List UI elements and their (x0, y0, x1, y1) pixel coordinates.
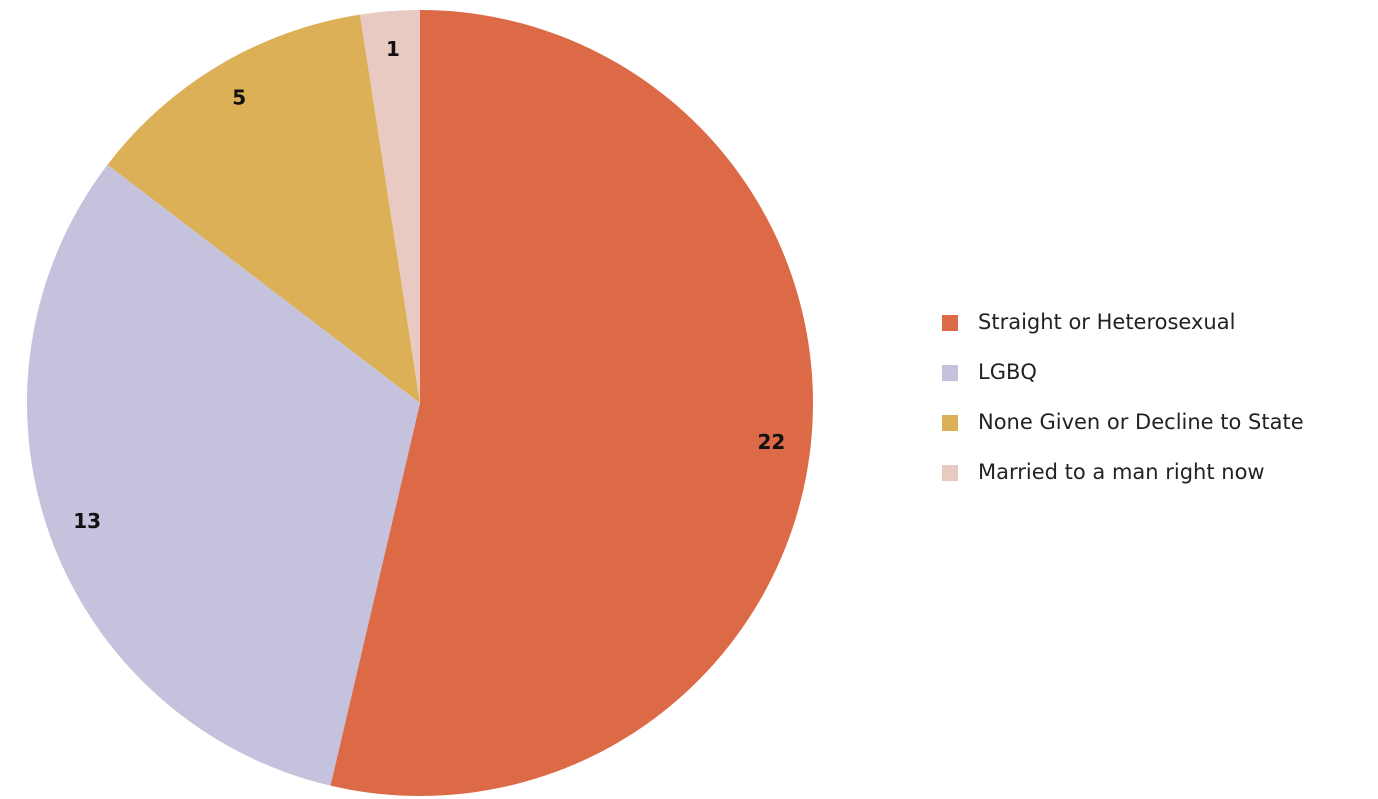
pie-slice (26, 164, 421, 786)
legend-swatch (942, 365, 958, 381)
legend-swatch (942, 415, 958, 431)
pie-slice (107, 14, 421, 403)
legend-label: None Given or Decline to State (978, 410, 1304, 434)
data-label: 1 (386, 37, 400, 61)
pie-slice (330, 10, 814, 796)
legend-label: LGBQ (978, 360, 1037, 384)
legend-label: Straight or Heterosexual (978, 310, 1235, 334)
data-label: 5 (232, 85, 246, 109)
legend-label: Married to a man right now (978, 460, 1265, 484)
legend-swatch (942, 465, 958, 481)
pie-slice (360, 10, 420, 403)
data-label: 13 (73, 509, 101, 533)
data-label: 22 (757, 430, 785, 454)
legend-swatch (942, 315, 958, 331)
